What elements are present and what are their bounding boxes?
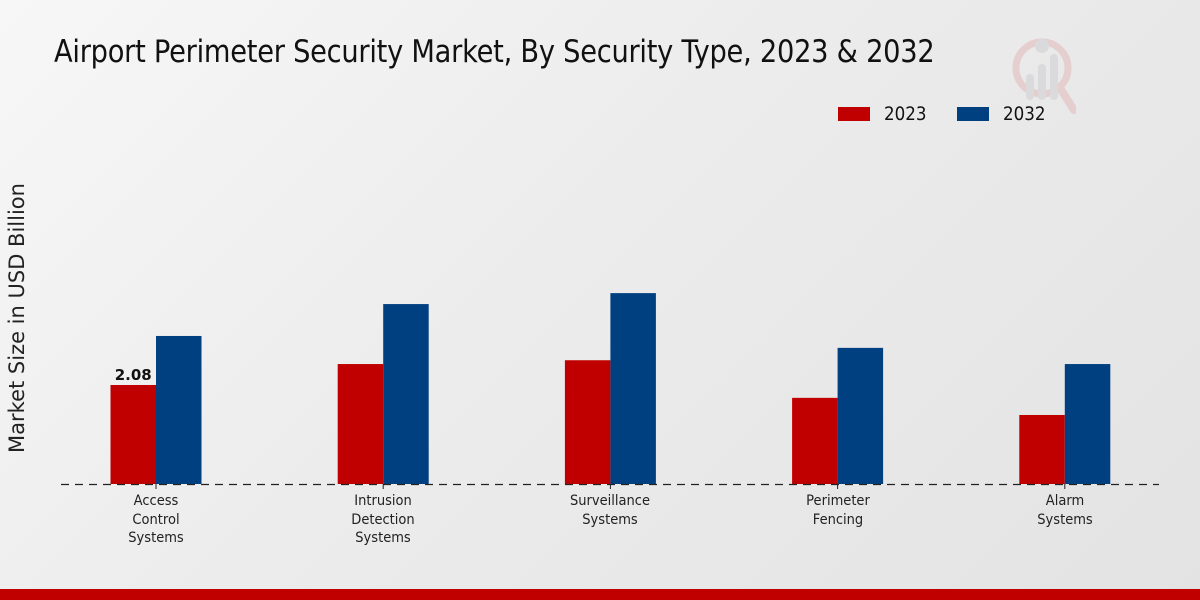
x-tick-label-line: Systems: [128, 530, 184, 546]
x-tick-label-4: Alarm Systems: [993, 492, 1137, 529]
data-labels-group: 2.08: [115, 366, 152, 384]
x-tick-label-line: Intrusion: [354, 493, 412, 509]
legend-item-2023[interactable]: 2023: [838, 103, 932, 125]
x-tick-label-3: Perimeter Fencing: [766, 492, 910, 529]
bar-2023-4: [1019, 414, 1065, 484]
x-tick-label-1: Intrusion Detection Systems: [311, 492, 455, 548]
x-tick-label-line: Systems: [582, 511, 639, 528]
watermark-logo-icon: [1012, 38, 1076, 114]
legend-label-2032: 2032: [1003, 103, 1046, 125]
x-tick-label-2: Surveillance Systems: [538, 492, 682, 529]
x-tick-label-line: Control: [132, 511, 180, 528]
x-tick-label-line: Surveillance: [570, 493, 651, 509]
x-tick-label-line: Fencing: [812, 511, 863, 528]
x-tick-label-line: Perimeter: [805, 493, 870, 509]
bar-2023-0: [110, 384, 156, 484]
x-tick-label-line: Systems: [355, 530, 411, 546]
legend-item-2032[interactable]: 2032: [957, 103, 1051, 125]
bar-2032-3: [837, 347, 884, 484]
bar-2023-1: [337, 364, 384, 484]
bar-2032-4: [1064, 364, 1111, 484]
legend-swatch-2023: [838, 107, 870, 121]
x-tick-label-line: Alarm: [1045, 493, 1084, 509]
x-tick-label-line: Systems: [1037, 511, 1093, 528]
bar-2032-0: [156, 335, 202, 484]
bar-2032-1: [383, 304, 429, 484]
chart-title: Airport Perimeter Security Market, By Se…: [54, 34, 935, 70]
legend-swatch-2032: [957, 107, 989, 121]
bars-group: [110, 293, 1111, 484]
x-tick-label-line: Access: [133, 493, 179, 509]
bar-2032-2: [610, 293, 656, 484]
footer-strip: [0, 589, 1200, 600]
x-tick-label-line: Detection: [351, 511, 415, 528]
x-axis-ticks: [155, 484, 1066, 489]
bar-2023-2: [564, 360, 611, 484]
legend-label-2023: 2023: [884, 103, 927, 125]
data-label: 2.08: [115, 366, 152, 384]
x-tick-label-0: Access Control Systems: [84, 492, 228, 548]
bar-2023-3: [792, 397, 838, 484]
